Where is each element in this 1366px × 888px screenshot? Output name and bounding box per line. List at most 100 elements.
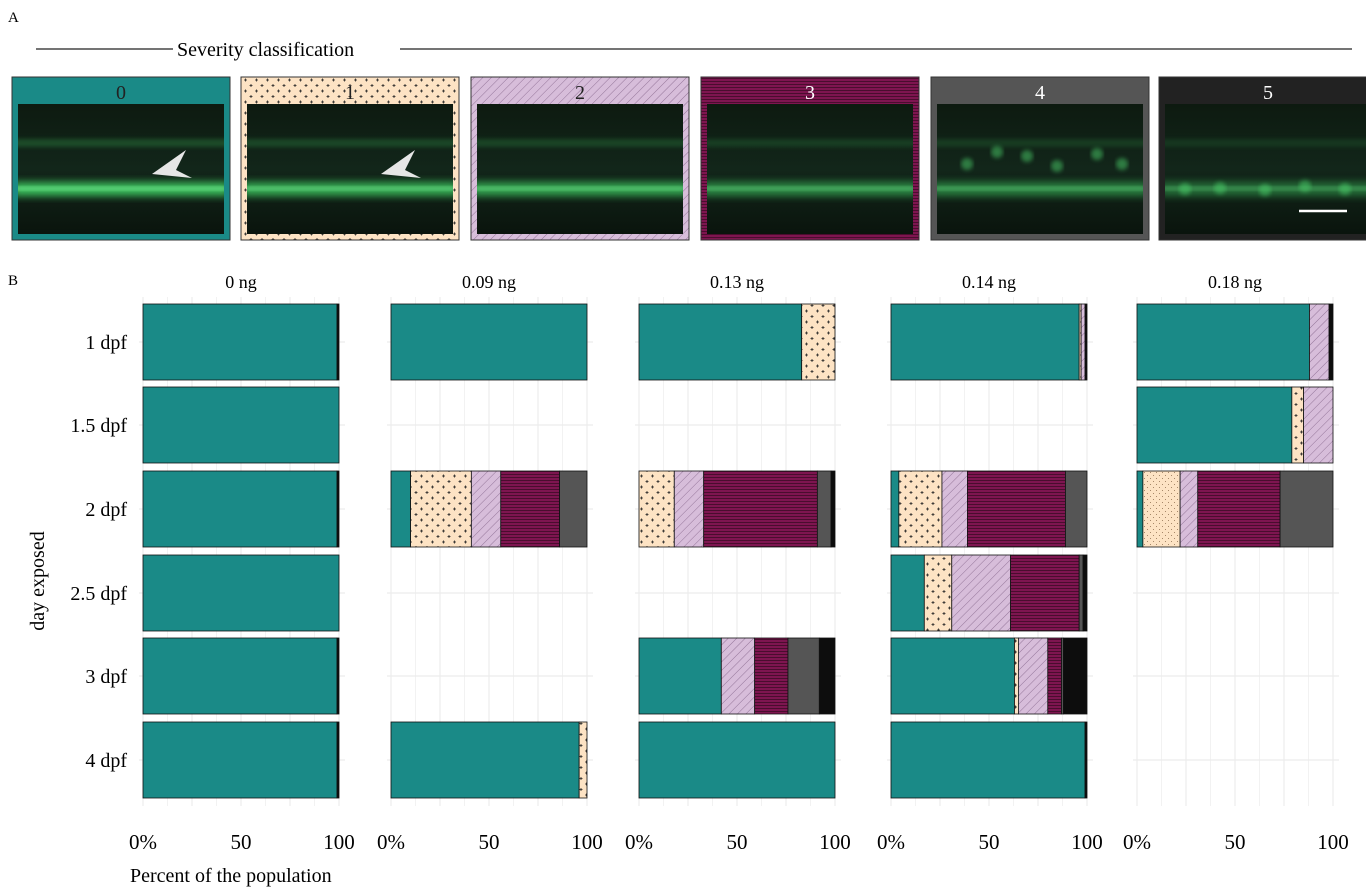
x-tick-label: 100 — [571, 830, 603, 854]
stacked-bar — [142, 637, 340, 715]
bar-segment-class-2 — [1179, 470, 1199, 548]
bar-segment-class-1 — [923, 554, 953, 632]
stacked-bar — [890, 721, 1088, 799]
bar-segment-class-0 — [390, 721, 580, 799]
row-label: 1.5 dpf — [70, 415, 127, 437]
stacked-bar — [638, 637, 836, 715]
micrograph-image — [247, 104, 453, 234]
severity-class-5: 5 — [1158, 76, 1366, 241]
bar-segment-class-5 — [818, 637, 836, 715]
bar-segment-class-5 — [1084, 303, 1088, 381]
bar-segment-class-4 — [787, 637, 820, 715]
x-tick-label: 50 — [1225, 830, 1246, 854]
stacked-bar — [1136, 386, 1334, 464]
bar-segment-class-3 — [1197, 470, 1281, 548]
bar-segment-class-4 — [1065, 470, 1088, 548]
facet-title: 0.18 ng — [1208, 272, 1262, 292]
bar-segment-class-0 — [890, 721, 1086, 799]
bar-segment-class-1 — [898, 470, 943, 548]
bar-segment-class-0 — [142, 470, 338, 548]
x-tick-label: 0% — [625, 830, 653, 854]
facet-title: 0.14 ng — [962, 272, 1016, 292]
bar-segment-class-1 — [410, 470, 472, 548]
bar-segment-class-0 — [638, 721, 836, 799]
facet: 0.18 ng 0% 50 100 — [1123, 272, 1349, 854]
micrograph-image — [477, 104, 683, 234]
bar-segment-class-0 — [1136, 386, 1293, 464]
bar-segment-class-2 — [673, 470, 705, 548]
stacked-bar — [1136, 470, 1334, 548]
facet: 0.14 ng 0% 50 100 — [877, 272, 1103, 854]
severity-class-label: 0 — [116, 82, 126, 104]
stacked-bar — [142, 721, 340, 799]
bar-segment-class-0 — [390, 303, 588, 381]
panel-b-label: B — [8, 273, 18, 289]
bar-segment-class-0 — [890, 637, 1015, 715]
bar-segment-class-4 — [1078, 554, 1084, 632]
severity-class-label: 5 — [1263, 82, 1273, 104]
stacked-bar — [142, 470, 340, 548]
bar-segment-class-1 — [578, 721, 588, 799]
stacked-bar — [390, 721, 588, 799]
bar-segment-class-0 — [1136, 470, 1144, 548]
stacked-bar — [890, 303, 1088, 381]
bar-segment-class-1 — [1142, 470, 1181, 548]
bar-segment-class-5 — [1084, 721, 1088, 799]
y-axis-title: day exposed — [27, 531, 49, 630]
bar-segment-class-1 — [638, 470, 675, 548]
stacked-bar — [142, 303, 340, 381]
x-tick-label: 100 — [323, 830, 355, 854]
facet-title: 0.13 ng — [710, 272, 764, 292]
micrograph-image — [1165, 104, 1366, 234]
row-label: 3 dpf — [85, 666, 127, 688]
bar-segment-class-1 — [1291, 386, 1304, 464]
x-tick-label: 100 — [1317, 830, 1349, 854]
bar-segment-class-5 — [336, 303, 340, 381]
facet-title: 0 ng — [225, 272, 257, 292]
stacked-bar — [638, 721, 836, 799]
bar-segment-class-4 — [816, 470, 832, 548]
severity-title: Severity classification — [177, 39, 354, 61]
bar-segment-class-4 — [1279, 470, 1334, 548]
stacked-bar — [890, 554, 1088, 632]
severity-panels: 0 1 2 3 4 5 — [11, 76, 1366, 241]
bar-segment-class-0 — [142, 303, 338, 381]
bar-segment-class-0 — [638, 637, 722, 715]
severity-class-3: 3 — [700, 76, 920, 241]
micrograph-image — [937, 104, 1143, 234]
bar-segment-class-2 — [1303, 386, 1334, 464]
bar-segment-class-3 — [500, 470, 560, 548]
bar-segment-class-2 — [1309, 303, 1330, 381]
stacked-bar — [890, 637, 1088, 715]
bar-segment-class-0 — [638, 303, 803, 381]
bar-segment-class-2 — [720, 637, 756, 715]
x-tick-label: 50 — [979, 830, 1000, 854]
x-tick-label: 50 — [231, 830, 252, 854]
bar-segment-class-5 — [830, 470, 836, 548]
stacked-bar — [638, 470, 836, 548]
bar-segment-class-1 — [801, 303, 836, 381]
bar-segment-class-2 — [1080, 303, 1086, 381]
bar-segment-class-0 — [890, 554, 925, 632]
x-tick-label: 0% — [1123, 830, 1151, 854]
row-label: 2 dpf — [85, 499, 127, 521]
micrograph-image — [18, 104, 224, 234]
row-label: 2.5 dpf — [70, 583, 127, 605]
stacked-bar — [390, 303, 588, 381]
x-tick-label: 0% — [129, 830, 157, 854]
bar-segment-class-2 — [951, 554, 1011, 632]
severity-class-label: 2 — [575, 82, 585, 104]
stacked-bar — [390, 470, 588, 548]
row-label: 4 dpf — [85, 750, 127, 772]
bar-segment-class-3 — [1047, 637, 1062, 715]
bar-segment-class-3 — [754, 637, 789, 715]
facet-title: 0.09 ng — [462, 272, 516, 292]
bar-segment-class-0 — [142, 386, 340, 464]
facet: 0 ng 0% 50 100 — [129, 272, 355, 854]
x-tick-label: 100 — [1071, 830, 1103, 854]
row-labels: 1 dpf 1.5 dpf 2 dpf 2.5 dpf 3 dpf 4 dpf — [70, 332, 127, 772]
panel-a-label: A — [8, 10, 19, 26]
bar-segment-class-2 — [470, 470, 502, 548]
bar-segment-class-5 — [1082, 554, 1088, 632]
